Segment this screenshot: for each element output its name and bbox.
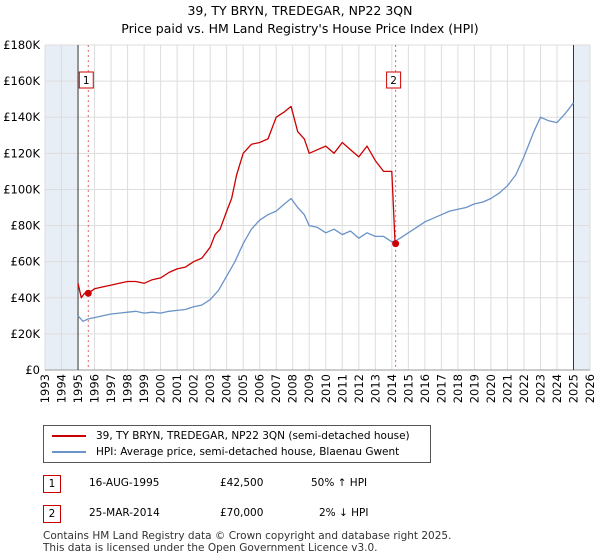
y-tick-label: £40K bbox=[11, 291, 41, 305]
property-price-line bbox=[77, 105, 396, 299]
x-tick-label: 2022 bbox=[517, 374, 531, 403]
y-tick-label: £160K bbox=[3, 74, 40, 88]
x-tick-label: 2011 bbox=[335, 374, 349, 403]
legend-item-hpi: HPI: Average price, semi-detached house,… bbox=[52, 446, 399, 458]
x-tick-label: 2010 bbox=[319, 374, 333, 403]
x-tick-label: 2001 bbox=[170, 374, 184, 403]
x-tick-label: 2021 bbox=[500, 374, 514, 403]
x-tick-label: 2026 bbox=[583, 374, 597, 403]
sale-marker-label: 2 bbox=[390, 75, 397, 87]
legend-item-property: 39, TY BRYN, TREDEGAR, NP22 3QN (semi-de… bbox=[52, 430, 410, 442]
x-tick-label: 1993 bbox=[38, 374, 52, 403]
transaction-date: 25-MAR-2014 bbox=[89, 507, 160, 519]
x-tick-label: 2025 bbox=[566, 374, 580, 403]
legend-swatch-hpi bbox=[52, 451, 86, 453]
x-tick-label: 1996 bbox=[88, 374, 102, 403]
footer-copyright: Contains HM Land Registry data © Crown c… bbox=[43, 530, 452, 542]
footer-licence: This data is licensed under the Open Gov… bbox=[43, 542, 378, 554]
x-tick-label: 2008 bbox=[286, 374, 300, 403]
y-tick-label: £20K bbox=[11, 327, 41, 341]
x-tick-label: 2017 bbox=[434, 374, 448, 403]
sale-point bbox=[392, 240, 400, 248]
sale-marker-label: 1 bbox=[83, 75, 90, 87]
hpi-line bbox=[77, 102, 575, 322]
transaction-hpi: 2% ↓ HPI bbox=[319, 507, 369, 519]
x-tick-label: 2019 bbox=[467, 374, 481, 403]
price-chart: 1 2 £0 £20K £40K £60K £80K £100K £120K £140K £160… bbox=[3, 38, 597, 403]
x-tick-label: 2023 bbox=[533, 374, 547, 403]
x-tick-label: 2016 bbox=[418, 374, 432, 403]
legend-label-property: 39, TY BRYN, TREDEGAR, NP22 3QN (semi-de… bbox=[96, 430, 410, 442]
x-tick-label: 2009 bbox=[302, 374, 316, 403]
x-tick-label: 1998 bbox=[121, 374, 135, 403]
x-tick-label: 1995 bbox=[71, 374, 85, 403]
transaction-price: £42,500 bbox=[220, 477, 264, 489]
x-tick-label: 2003 bbox=[203, 374, 217, 403]
x-tick-label: 2004 bbox=[220, 374, 234, 403]
y-tick-label: £140K bbox=[3, 110, 40, 124]
y-tick-label: £60K bbox=[11, 255, 41, 269]
x-tick-label: 2007 bbox=[269, 374, 283, 403]
x-tick-label: 2018 bbox=[451, 374, 465, 403]
x-tick-label: 1994 bbox=[55, 374, 69, 403]
transaction-date: 16-AUG-1995 bbox=[89, 477, 160, 489]
x-tick-label: 2015 bbox=[401, 374, 415, 403]
x-tick-label: 1997 bbox=[104, 374, 118, 403]
x-tick-label: 2014 bbox=[385, 374, 399, 403]
x-tick-label: 2005 bbox=[236, 374, 250, 403]
y-tick-label: £180K bbox=[3, 38, 40, 52]
chart-subtitle: Price paid vs. HM Land Registry's House … bbox=[121, 21, 479, 36]
legend-swatch-property bbox=[52, 435, 86, 437]
shaded-band bbox=[573, 45, 590, 370]
transaction-hpi: 50% ↑ HPI bbox=[311, 477, 368, 489]
x-tick-label: 2000 bbox=[154, 374, 168, 403]
x-tick-label: 2024 bbox=[550, 374, 564, 403]
legend-label-hpi: HPI: Average price, semi-detached house,… bbox=[96, 446, 400, 458]
y-tick-label: £100K bbox=[3, 182, 40, 196]
transaction-price: £70,000 bbox=[220, 507, 264, 519]
x-tick-label: 2020 bbox=[484, 374, 498, 403]
chart-title: 39, TY BRYN, TREDEGAR, NP22 3QN bbox=[187, 3, 413, 18]
x-tick-label: 2013 bbox=[368, 374, 382, 403]
legend: 39, TY BRYN, TREDEGAR, NP22 3QN (semi-de… bbox=[43, 425, 431, 463]
x-tick-label: 2002 bbox=[187, 374, 201, 403]
transaction-badge: 1 bbox=[43, 475, 61, 493]
x-tick-label: 1999 bbox=[137, 374, 151, 403]
sale-marker-box bbox=[78, 71, 94, 89]
sale-point bbox=[84, 289, 92, 297]
y-tick-label: £80K bbox=[11, 219, 41, 233]
transaction-badge: 2 bbox=[43, 505, 61, 523]
sale-marker-box bbox=[386, 71, 402, 89]
y-tick-label: £0 bbox=[25, 363, 40, 377]
x-tick-label: 2006 bbox=[253, 374, 267, 403]
x-tick-label: 2012 bbox=[352, 374, 366, 403]
y-tick-label: £120K bbox=[3, 146, 40, 160]
